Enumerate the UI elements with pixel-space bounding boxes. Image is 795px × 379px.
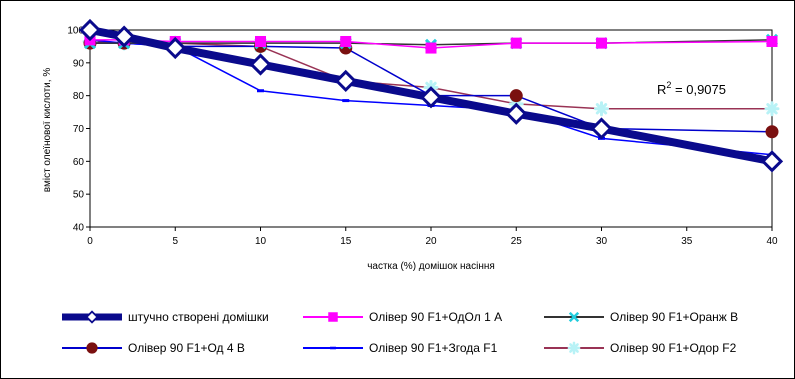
r-squared-sup: 2 [666,80,671,90]
legend-entry: Олівер 90 F1+Од 4 В [62,341,245,355]
data-point [596,37,607,49]
data-point [419,86,443,109]
y-tick-label: 100 [67,26,84,37]
x-tick-label: 40 [766,236,778,247]
data-point [425,42,437,54]
legend-marker [86,342,98,354]
legend-entry: Олівер 90 F1+Одор F2 [544,341,737,355]
legend-entry: Олівер 90 F1+Згода F1 [303,341,498,355]
x-tick-label: 25 [511,236,523,247]
legend-label: штучно створені домішки [128,310,269,324]
legend-label: Олівер 90 F1+Од 4 В [128,341,245,355]
series-1 [78,18,784,173]
x-tick-label: 20 [425,236,437,247]
data-point [509,89,523,103]
data-point [765,125,779,139]
data-point [342,99,350,103]
legend: штучно створені домішки Олівер 90 F1+ОдОл… [62,310,738,355]
x-tick-label: 0 [87,236,93,247]
legend-entry: штучно створені домішки [62,310,269,324]
data-point [590,117,613,140]
x-tick-label: 5 [172,236,178,247]
legend-label: Олівер 90 F1+ОдОл 1 А [369,310,502,324]
data-point [334,69,357,93]
axes: 40 50 60 70 80 90 100 0 5 10 15 20 25 30 35 40 [67,26,778,248]
data-point [510,37,522,49]
data-point [594,101,609,117]
legend-marker [85,310,99,324]
data-point [340,35,352,47]
annotation-group: R2 = 0,9075 [637,72,754,108]
data-point [505,102,528,125]
legend-marker [330,346,336,350]
y-tick-label: 90 [73,58,85,69]
r-squared-value: = 0,9075 [671,82,726,97]
y-tick-label: 80 [73,91,85,102]
legend-label: Олівер 90 F1+Оранж В [610,310,738,324]
legend-marker [328,312,338,322]
legend-label: Олівер 90 F1+Одор F2 [610,341,737,355]
series-group [78,18,784,173]
data-point [255,35,266,47]
x-tick-label: 35 [681,236,693,247]
plot-area [89,29,773,228]
legend-marker [567,341,581,355]
data-point [766,35,778,47]
y-axis-title: вміст олеїнової кислоти, % [42,68,53,193]
y-tick-label: 50 [73,190,85,201]
r-squared-base: R [657,82,666,97]
y-tick-label: 70 [73,124,85,135]
data-point [764,101,780,117]
y-tick-label: 60 [73,157,85,168]
x-axis-title: частка (%) домішок насіння [367,261,495,272]
x-tick-label: 10 [255,236,267,247]
legend-entry: Олівер 90 F1+Оранж В [544,310,738,324]
data-point [78,18,102,42]
data-point [760,150,784,173]
r-squared-label: R2 = 0,9075 [657,80,726,97]
legend-label: Олівер 90 F1+Згода F1 [369,341,498,355]
x-tick-label: 15 [340,236,352,247]
x-tick-label: 30 [596,236,608,247]
y-tick-label: 40 [73,223,85,234]
data-point [257,89,264,93]
annotation-box [637,72,754,108]
data-point [249,53,272,76]
data-point [164,36,187,60]
legend-marker [568,311,580,323]
legend-entry: Олівер 90 F1+ОдОл 1 А [303,310,502,324]
data-point [112,25,136,48]
